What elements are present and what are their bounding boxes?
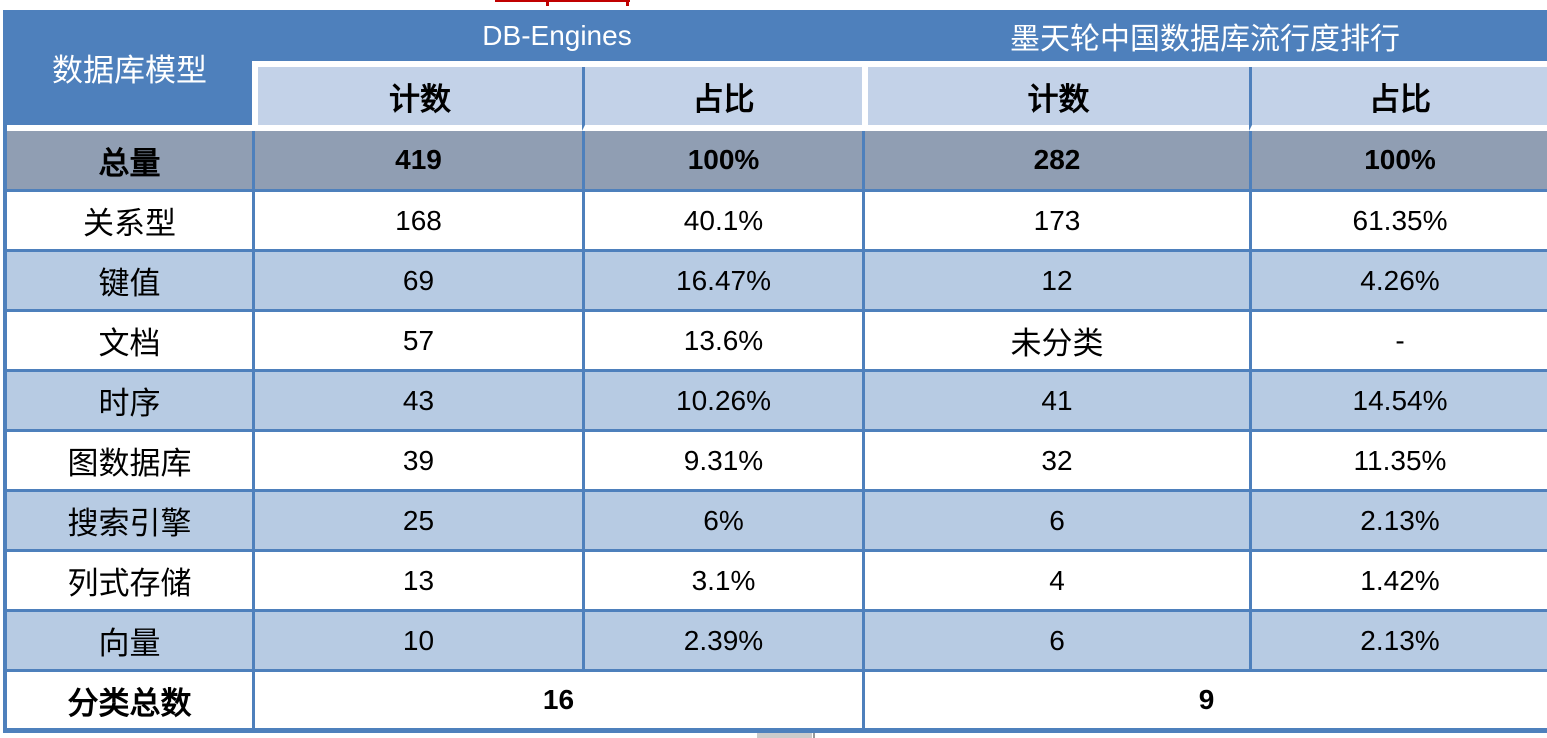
database-model-comparison-table: 数据库模型 DB-Engines 墨天轮中国数据库流行度排行 计数 占比 计数 … [3,10,1547,733]
row-label: 搜索引擎 [7,492,252,552]
cell-value: 4 [862,552,1249,612]
cell-value: - [1249,312,1547,372]
cell-value: 12 [862,252,1249,312]
cell-value: 69 [252,252,582,312]
table-row: 关系型 168 40.1% 173 61.35% [7,192,1547,252]
table-row-category-totals: 分类总数 16 9 [7,672,1547,728]
cell-value: 6% [582,492,862,552]
cell-value: 41 [862,372,1249,432]
section-header-motianlun: 墨天轮中国数据库流行度排行 [862,10,1547,67]
row-label: 键值 [7,252,252,312]
cell-value: 43 [252,372,582,432]
cell-value: 3.1% [582,552,862,612]
cropped-red-annotation-artifact [495,0,630,2]
col-header-motianlun-percent: 占比 [1249,67,1547,131]
table-row: 向量 10 2.39% 6 2.13% [7,612,1547,672]
cell-value: 13.6% [582,312,862,372]
cell-value: 282 [862,131,1249,192]
cell-value: 40.1% [582,192,862,252]
cell-value: 16.47% [582,252,862,312]
col-header-dbengines-count: 计数 [252,67,582,131]
row-label: 总量 [7,131,252,192]
cell-value: 419 [252,131,582,192]
cell-value: 100% [1249,131,1547,192]
section-header-db-engines: DB-Engines [252,10,862,67]
row-label: 图数据库 [7,432,252,492]
cell-value: 1.42% [1249,552,1547,612]
table-row-total: 总量 419 100% 282 100% [7,131,1547,192]
cell-right-category-total: 9 [862,672,1547,728]
col-header-dbengines-percent: 占比 [582,67,862,131]
cell-value: 168 [252,192,582,252]
table-row: 列式存储 13 3.1% 4 1.42% [7,552,1547,612]
table-row: 文档 57 13.6% 未分类 - [7,312,1547,372]
scrollbar-thumb[interactable] [757,733,812,738]
cell-value: 173 [862,192,1249,252]
row-label: 向量 [7,612,252,672]
cell-value: 14.54% [1249,372,1547,432]
table-row: 时序 43 10.26% 41 14.54% [7,372,1547,432]
row-label: 列式存储 [7,552,252,612]
cell-value: 9.31% [582,432,862,492]
cell-value: 25 [252,492,582,552]
cell-value: 未分类 [862,312,1249,372]
table-row: 图数据库 39 9.31% 32 11.35% [7,432,1547,492]
header-row-sections: 数据库模型 DB-Engines 墨天轮中国数据库流行度排行 [7,10,1547,131]
cell-value: 6 [862,492,1249,552]
header-row-columns: 计数 占比 计数 占比 [7,67,1547,131]
cell-value: 10.26% [582,372,862,432]
col-header-motianlun-count: 计数 [862,67,1249,131]
cell-value: 4.26% [1249,252,1547,312]
row-label: 文档 [7,312,252,372]
cell-value: 10 [252,612,582,672]
cropped-red-annotation-tick [626,0,629,6]
row-label: 分类总数 [7,672,252,728]
row-label: 时序 [7,372,252,432]
table-row: 搜索引擎 25 6% 6 2.13% [7,492,1547,552]
cell-left-category-total: 16 [252,672,862,728]
row-label: 关系型 [7,192,252,252]
cell-value: 39 [252,432,582,492]
cell-value: 2.13% [1249,612,1547,672]
cell-value: 6 [862,612,1249,672]
scrollbar-divider [813,733,815,738]
table-row: 键值 69 16.47% 12 4.26% [7,252,1547,312]
cell-value: 100% [582,131,862,192]
cell-value: 32 [862,432,1249,492]
cell-value: 2.13% [1249,492,1547,552]
cropped-red-annotation-tick [546,0,549,6]
cell-value: 2.39% [582,612,862,672]
cell-value: 61.35% [1249,192,1547,252]
cell-value: 11.35% [1249,432,1547,492]
cell-value: 13 [252,552,582,612]
cell-value: 57 [252,312,582,372]
corner-header-cell: 数据库模型 [7,10,252,131]
